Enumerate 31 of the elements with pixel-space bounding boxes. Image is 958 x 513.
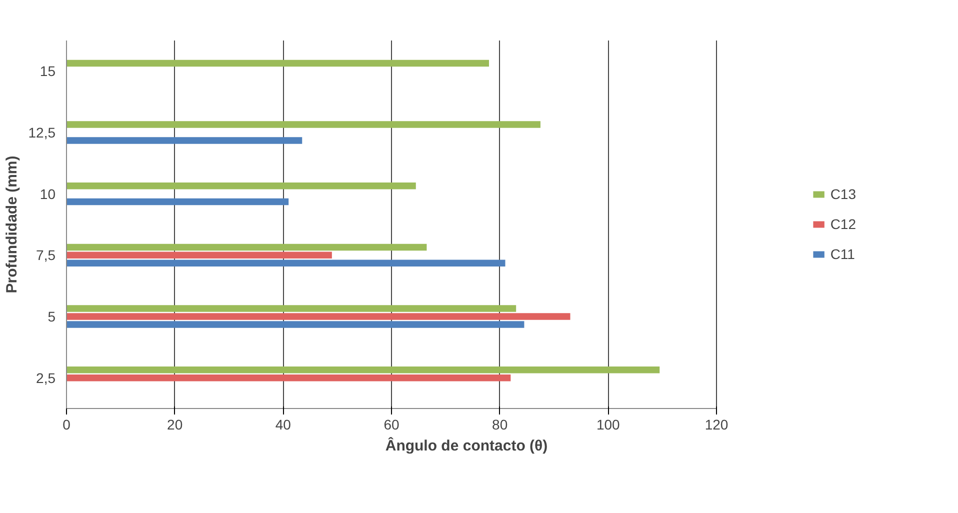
- y-tick-label: 10: [40, 186, 56, 202]
- legend-label: C13: [830, 186, 856, 202]
- y-tick-label: 5: [48, 308, 56, 324]
- bar: [66, 198, 289, 206]
- bar: [66, 252, 332, 259]
- bar: [66, 260, 506, 267]
- bar: [66, 305, 516, 312]
- x-tick-label: 60: [384, 416, 400, 432]
- x-axis-title: Ângulo de contacto (θ): [385, 436, 548, 454]
- x-tick-label: 20: [167, 416, 183, 432]
- legend-label: C11: [830, 246, 855, 262]
- bar: [66, 182, 416, 190]
- bar: [66, 313, 570, 320]
- x-tick-label: 80: [492, 416, 508, 432]
- y-tick-label: 12,5: [28, 124, 56, 140]
- y-tick-label: 2,5: [36, 370, 56, 386]
- bar: [66, 374, 511, 382]
- bar: [66, 366, 660, 374]
- y-tick-label: 7,5: [36, 247, 56, 264]
- bar: [66, 244, 427, 251]
- y-axis-title: Profundidade (mm): [3, 156, 20, 294]
- y-tick-label: 15: [40, 63, 56, 80]
- legend-label: C12: [830, 216, 856, 232]
- x-tick-label: 0: [62, 416, 71, 432]
- x-tick-label: 100: [596, 416, 620, 432]
- x-tick-label: 40: [275, 416, 292, 432]
- bar: [66, 60, 489, 67]
- bar: [66, 121, 540, 128]
- bar: [66, 137, 302, 144]
- x-tick-label: 120: [704, 416, 728, 432]
- bar: [66, 321, 524, 328]
